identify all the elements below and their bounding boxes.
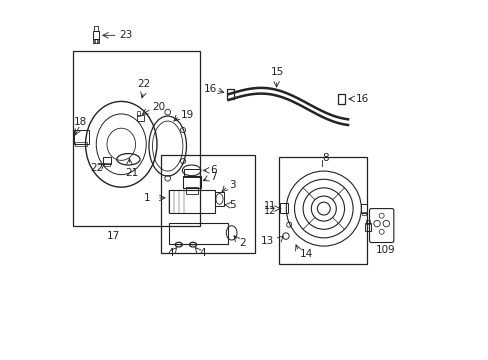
Bar xyxy=(278,157,366,264)
Text: 15: 15 xyxy=(270,67,283,77)
Text: 2: 2 xyxy=(239,238,245,248)
Text: 3: 3 xyxy=(228,180,235,190)
Bar xyxy=(93,39,99,43)
Text: 16: 16 xyxy=(203,84,217,94)
Text: 12: 12 xyxy=(264,206,276,216)
Text: 22: 22 xyxy=(90,163,103,173)
Bar xyxy=(168,223,227,244)
Bar xyxy=(360,204,366,213)
Bar xyxy=(183,169,200,177)
Text: 19: 19 xyxy=(181,110,194,120)
Bar xyxy=(185,187,198,194)
Text: 8: 8 xyxy=(322,153,328,163)
Text: 23: 23 xyxy=(119,30,132,40)
Text: 16: 16 xyxy=(355,94,368,104)
Text: 14: 14 xyxy=(299,249,312,259)
Bar xyxy=(365,223,370,231)
Bar xyxy=(337,94,345,104)
Bar xyxy=(74,130,88,144)
Text: 6: 6 xyxy=(209,165,216,175)
Text: 20: 20 xyxy=(152,103,165,112)
Text: 11: 11 xyxy=(264,201,276,211)
Bar xyxy=(227,89,234,99)
Text: 10: 10 xyxy=(375,245,388,255)
Text: 5: 5 xyxy=(228,200,235,210)
Text: 4: 4 xyxy=(199,248,205,258)
Bar xyxy=(168,190,215,213)
Text: 1: 1 xyxy=(144,193,151,203)
Text: 13: 13 xyxy=(260,236,273,246)
Bar xyxy=(75,143,87,146)
Bar xyxy=(73,51,200,226)
Bar xyxy=(103,157,111,164)
Bar xyxy=(136,114,144,121)
Bar xyxy=(94,26,98,31)
Bar xyxy=(215,192,224,206)
Bar xyxy=(104,163,110,166)
Bar xyxy=(93,31,99,39)
Bar xyxy=(280,203,287,213)
Bar xyxy=(183,176,201,188)
Bar xyxy=(365,220,369,224)
Text: 9: 9 xyxy=(386,245,393,255)
Text: 22: 22 xyxy=(137,79,150,89)
Bar xyxy=(361,212,365,215)
Bar xyxy=(160,155,255,253)
Text: 4: 4 xyxy=(167,248,174,258)
Bar xyxy=(137,111,140,116)
Text: 21: 21 xyxy=(124,168,138,178)
Text: 18: 18 xyxy=(74,117,87,127)
Text: 17: 17 xyxy=(107,231,120,242)
Text: 7: 7 xyxy=(209,172,216,182)
